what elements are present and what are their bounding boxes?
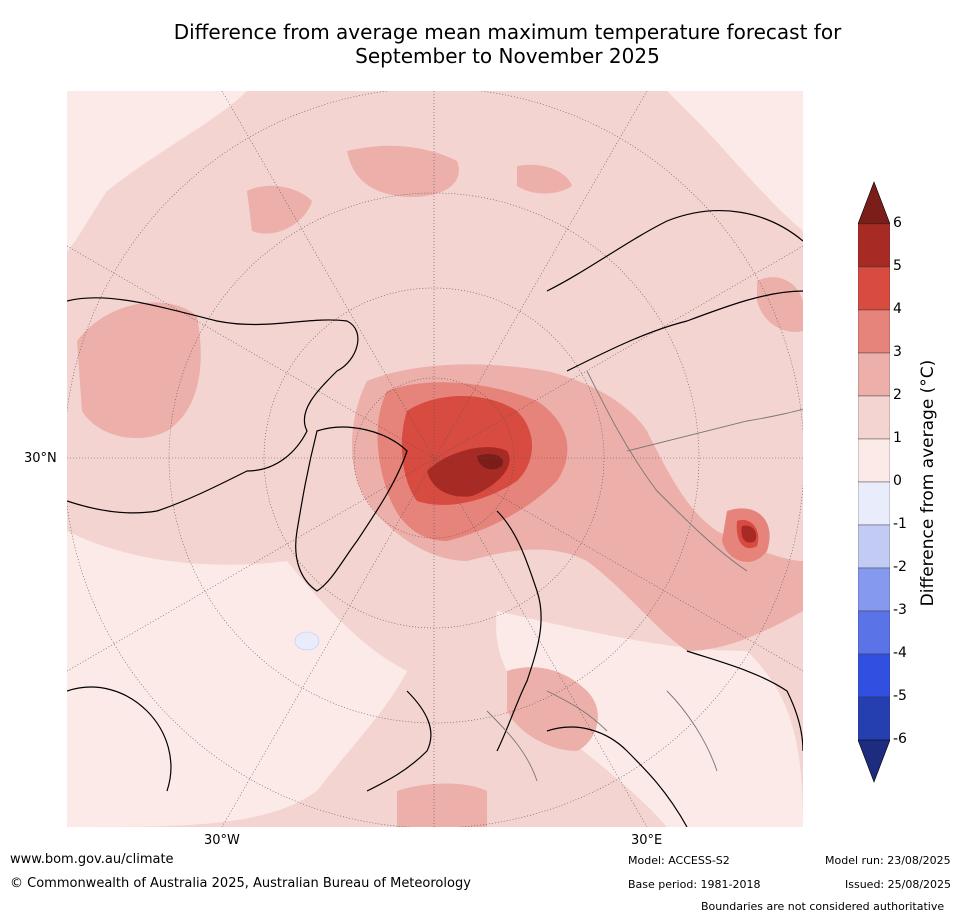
lat-label-30n: 30°N <box>24 451 57 466</box>
anomaly-minus-1-0-patch <box>294 631 320 651</box>
lon-label-30e: 30°E <box>631 833 663 848</box>
base-period-text: Base period: 1981-2018 <box>628 878 761 891</box>
colorbar-tick-label: -4 <box>893 645 907 661</box>
colorbar-tick-label: 4 <box>893 301 902 317</box>
anomaly-0-1-region <box>667 91 803 231</box>
anomaly-2-3-region <box>507 667 598 751</box>
colorbar-segment <box>858 653 890 698</box>
colorbar-tick-label: -5 <box>893 688 907 704</box>
graticule <box>67 91 803 827</box>
colorbar-segment <box>858 567 890 612</box>
anomaly-2-3-region <box>517 164 572 194</box>
colorbar-tick-label: 2 <box>893 387 902 403</box>
anomaly-0-1-region <box>67 91 247 251</box>
anomaly-2-3-region <box>77 302 201 439</box>
disclaimer-text: Boundaries are not considered authoritat… <box>701 900 945 913</box>
colorbar-segment <box>858 266 890 311</box>
lon-label-30w: 30°W <box>204 833 240 848</box>
colorbar-segment <box>858 223 890 268</box>
colorbar <box>858 181 890 783</box>
forecast-map <box>67 91 803 827</box>
colorbar-segment <box>858 395 890 440</box>
colorbar-tick-label: 0 <box>893 473 902 489</box>
colorbar-bottom-extension <box>858 739 890 783</box>
website-link[interactable]: www.bom.gov.au/climate <box>10 852 174 867</box>
anomaly-2-3-region <box>347 145 459 197</box>
colorbar-tick-label: 3 <box>893 344 902 360</box>
colorbar-segment <box>858 696 890 741</box>
anomaly-2-3-region <box>757 277 803 332</box>
copyright-text: © Commonwealth of Australia 2025, Austra… <box>10 876 471 891</box>
colorbar-tick-label: 5 <box>893 258 902 274</box>
colorbar-label: Difference from average (°C) <box>918 359 938 607</box>
colorbar-tick-label: 6 <box>893 215 902 231</box>
colorbar-tick-label: -2 <box>893 559 907 575</box>
colorbar-segment <box>858 481 890 526</box>
colorbar-segment <box>858 352 890 397</box>
colorbar-segment <box>858 610 890 655</box>
model-run-text: Model run: 23/08/2025 <box>825 854 951 867</box>
colorbar-top-extension <box>858 181 890 225</box>
model-text: Model: ACCESS-S2 <box>628 854 730 867</box>
colorbar-tick-label: -3 <box>893 602 907 618</box>
anomaly-0-1-region <box>496 611 803 827</box>
colorbar-segment <box>858 524 890 569</box>
map-title: Difference from average mean maximum tem… <box>60 20 955 68</box>
colorbar-tick-label: -6 <box>893 731 907 747</box>
colorbar-tick-label: 1 <box>893 430 902 446</box>
title-line-2: September to November 2025 <box>355 44 660 68</box>
colorbar-segment <box>858 309 890 354</box>
title-line-1: Difference from average mean maximum tem… <box>173 20 842 44</box>
anomaly-5-6-region <box>741 525 757 543</box>
colorbar-segment <box>858 438 890 483</box>
issued-text: Issued: 25/08/2025 <box>845 878 952 891</box>
anomaly-0-1-region <box>67 531 407 827</box>
coastlines <box>67 210 803 827</box>
anomaly-2-3-region <box>397 783 487 827</box>
colorbar-tick-label: -1 <box>893 516 907 532</box>
anomaly-2-3-region <box>247 185 312 234</box>
country-borders <box>486 370 803 782</box>
